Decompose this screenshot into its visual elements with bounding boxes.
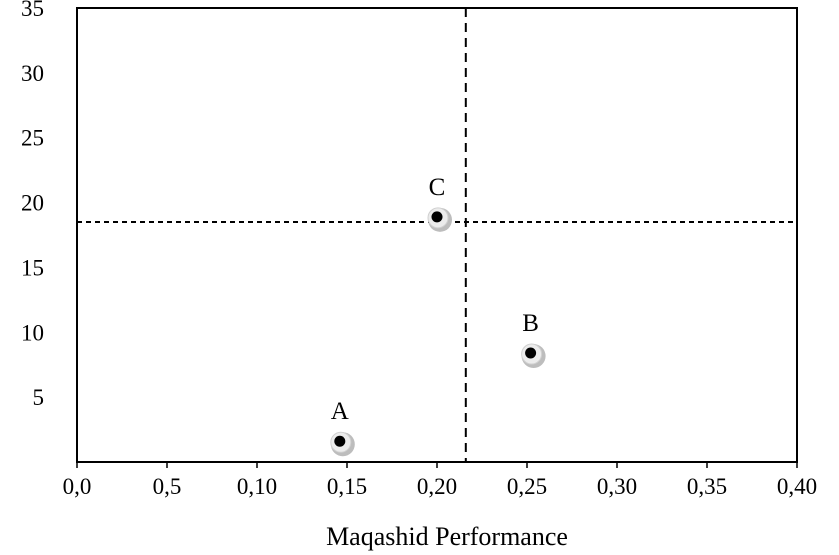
- point-marker: [334, 435, 346, 447]
- y-axis: 5 10 15 20 25 30 35: [21, 0, 44, 410]
- point-marker: [431, 211, 443, 223]
- plot-border: [76, 7, 798, 463]
- y-tick-label: 25: [21, 126, 44, 151]
- x-tick-label: 0,40: [777, 474, 817, 499]
- x-tick-label: 0,25: [507, 474, 547, 499]
- x-axis: 0,0 0,5 0,10 0,15 0,20 0,25 0,30 0,35 0,40: [63, 462, 817, 499]
- point-label: C: [429, 174, 446, 201]
- y-tick-label: 15: [21, 255, 44, 280]
- data-point-b: B: [521, 310, 546, 369]
- x-tick-label: 0,35: [687, 474, 727, 499]
- x-tick-label: 0,30: [597, 474, 637, 499]
- x-tick-label: 0,10: [237, 474, 277, 499]
- x-tick-label: 0,20: [417, 474, 457, 499]
- data-points: A B C: [330, 174, 546, 457]
- point-marker: [525, 347, 537, 359]
- y-tick-label: 20: [21, 191, 44, 216]
- y-tick-label: 35: [21, 0, 44, 21]
- x-axis-title: Maqashid Performance: [326, 522, 568, 551]
- x-tick-label: 0,5: [153, 474, 182, 499]
- reference-lines: [77, 8, 797, 462]
- y-tick-label: 30: [21, 61, 44, 86]
- data-point-a: A: [330, 398, 355, 457]
- x-tick-label: 0,15: [327, 474, 367, 499]
- y-tick-label: 10: [21, 320, 44, 345]
- plot-frame: [76, 7, 798, 463]
- y-tick-label: 5: [33, 385, 45, 410]
- point-label: A: [331, 398, 349, 425]
- x-tick-label: 0,0: [63, 474, 92, 499]
- data-point-c: C: [427, 174, 452, 232]
- point-label: B: [522, 310, 539, 337]
